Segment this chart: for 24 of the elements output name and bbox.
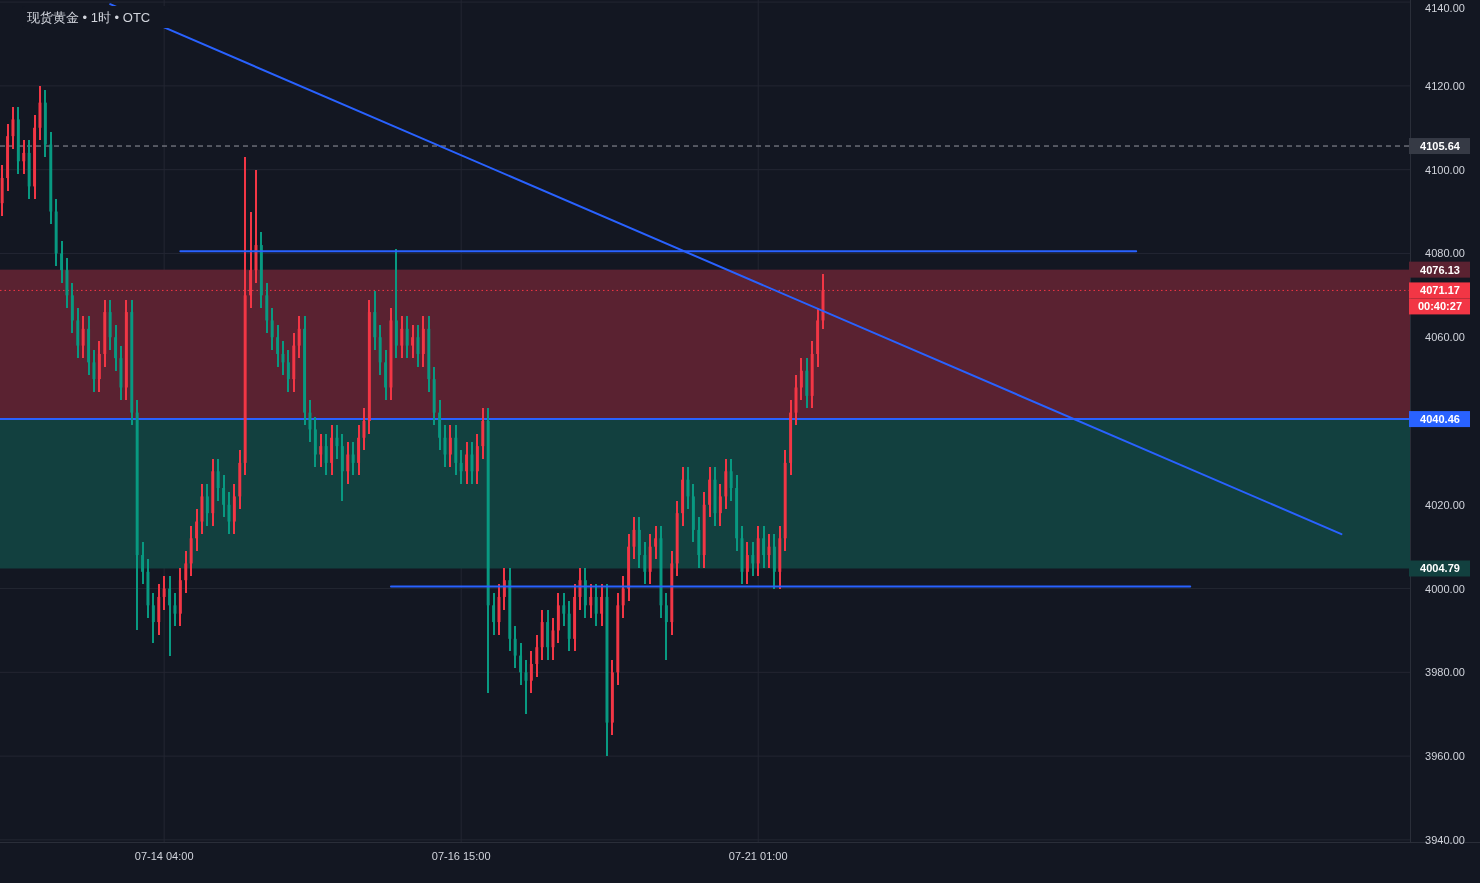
y-tick-label: 4000.00 [1425,582,1465,595]
y-tick-label: 4020.00 [1425,498,1465,511]
ref-line-label: 4071.17 [1420,284,1460,297]
price-tag: 00:40:27 [1409,298,1470,315]
text: 现货黄金 • 1时 • OTC [27,10,151,25]
y-tick-label: 4080.00 [1425,247,1465,260]
x-tick-label: 07-14 04:00 [134,850,194,862]
y-tick-label: 4140.00 [1425,2,1465,14]
y-tick-label: 3940.00 [1425,833,1465,846]
y-tick-label: 4120.00 [1425,79,1465,92]
y-tick-label: 3960.00 [1425,750,1465,763]
band-label: 4076.13 [1420,263,1460,276]
price-tag: 4105.64 [1409,138,1470,155]
y-tick-label: 4100.00 [1425,163,1465,176]
price-tag: 4071.17 [1409,282,1470,299]
y-tick-label: 4060.00 [1425,331,1465,344]
price-tag: 4004.79 [1409,560,1470,577]
band-label: 4004.79 [1420,562,1460,575]
x-tick-label: 07-16 15:00 [431,850,491,862]
price-tag: 4040.46 [1409,411,1470,428]
ref-line-label: 4105.64 [1420,140,1461,153]
y-tick-label: 3980.00 [1425,666,1465,679]
ref-line-label: 4040.46 [1420,413,1460,426]
x-tick-label: 07-21 01:00 [728,850,788,862]
